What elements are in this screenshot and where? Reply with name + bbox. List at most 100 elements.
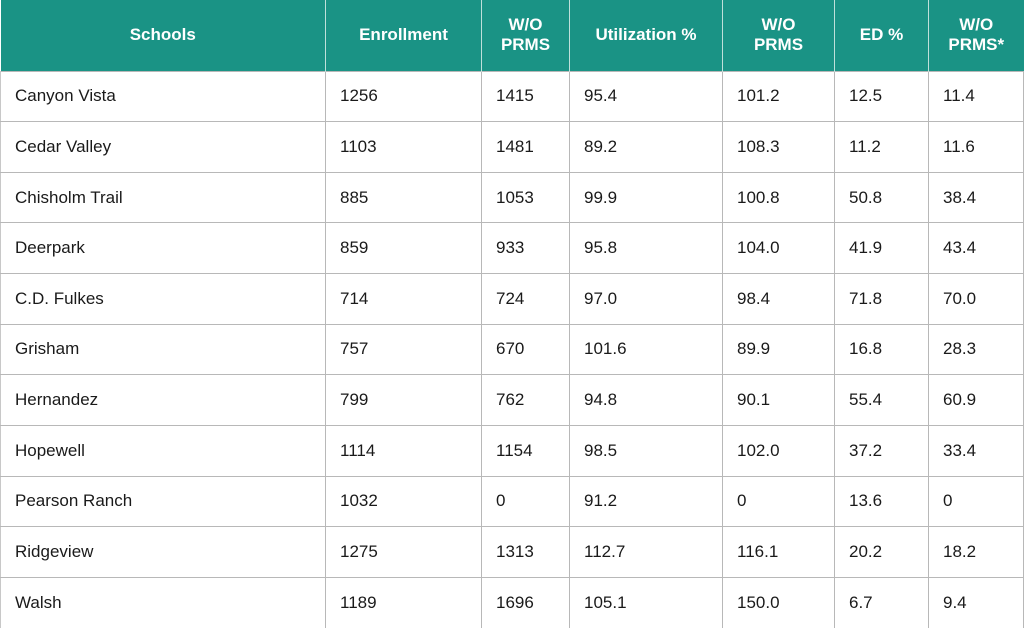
wo-prms-utilization-cell: 89.9	[722, 323, 835, 376]
wo-prms-ed-cell: 28.3	[928, 323, 1024, 376]
enrollment-cell: 714	[325, 273, 482, 325]
ed-cell: 16.8	[834, 323, 929, 376]
enrollment-cell: 799	[325, 374, 482, 426]
wo-prms-utilization-cell: 90.1	[722, 374, 835, 426]
enrollment-cell: 1103	[325, 121, 482, 173]
utilization-cell: 91.2	[569, 475, 723, 528]
school-name-cell: Cedar Valley	[0, 121, 326, 173]
table-row: Pearson Ranch 1032 0 91.2 0 13.6 0	[0, 475, 1024, 528]
school-name-cell: Walsh	[0, 576, 326, 628]
table-row: Canyon Vista 1256 1415 95.4 101.2 12.5 11.4	[0, 70, 1024, 123]
header-text: W/O	[508, 15, 543, 35]
enrollment-cell: 1189	[325, 576, 482, 628]
wo-prms-enrollment-cell: 1154	[481, 424, 570, 477]
school-name-cell: Grisham	[0, 323, 326, 376]
table-row: Ridgeview 1275 1313 112.7 116.1 20.2 18.2	[0, 526, 1024, 578]
utilization-cell: 99.9	[569, 171, 723, 224]
enrollment-cell: 1114	[325, 424, 482, 477]
table-row: Grisham 757 670 101.6 89.9 16.8 28.3	[0, 323, 1024, 376]
wo-prms-enrollment-cell: 762	[481, 374, 570, 426]
utilization-header: Utilization %	[569, 0, 723, 71]
wo-prms-utilization-cell: 98.4	[722, 273, 835, 325]
wo-prms-utilization-cell: 100.8	[722, 171, 835, 224]
wo-prms-enrollment-cell: 1313	[481, 526, 570, 578]
school-name-cell: Ridgeview	[0, 526, 326, 578]
school-name-cell: Canyon Vista	[0, 70, 326, 123]
wo-prms-enrollment-cell: 0	[481, 475, 570, 528]
utilization-cell: 98.5	[569, 424, 723, 477]
table-row: Hernandez 799 762 94.8 90.1 55.4 60.9	[0, 374, 1024, 426]
wo-prms-ed-cell: 43.4	[928, 222, 1024, 274]
enrollment-cell: 859	[325, 222, 482, 274]
wo-prms-ed-cell: 60.9	[928, 374, 1024, 426]
table-row: Deerpark 859 933 95.8 104.0 41.9 43.4	[0, 222, 1024, 274]
wo-prms-utilization-cell: 104.0	[722, 222, 835, 274]
wo-prms-ed-cell: 11.6	[928, 121, 1024, 173]
wo-prms-enrollment-cell: 724	[481, 273, 570, 325]
header-text: PRMS	[753, 35, 804, 55]
wo-prms-utilization-header: W/O PRMS	[722, 0, 835, 71]
school-name-cell: C.D. Fulkes	[0, 273, 326, 325]
school-name-cell: Hopewell	[0, 424, 326, 477]
ed-cell: 55.4	[834, 374, 929, 426]
schools-header: Schools	[0, 0, 326, 71]
header-text: Utilization %	[595, 25, 697, 45]
table-row: Cedar Valley 1103 1481 89.2 108.3 11.2 11.6	[0, 121, 1024, 173]
ed-cell: 71.8	[834, 273, 929, 325]
wo-prms-ed-cell: 18.2	[928, 526, 1024, 578]
utilization-cell: 101.6	[569, 323, 723, 376]
utilization-cell: 89.2	[569, 121, 723, 173]
header-text: PRMS	[500, 35, 551, 55]
ed-cell: 50.8	[834, 171, 929, 224]
table-body: Canyon Vista 1256 1415 95.4 101.2 12.5 11.4 Ced…	[0, 70, 1024, 628]
wo-prms-utilization-cell: 150.0	[722, 576, 835, 628]
ed-cell: 12.5	[834, 70, 929, 123]
wo-prms-ed-cell: 33.4	[928, 424, 1024, 477]
wo-prms-enrollment-cell: 1053	[481, 171, 570, 224]
table-row: C.D. Fulkes 714 724 97.0 98.4 71.8 70.0	[0, 273, 1024, 325]
ed-cell: 41.9	[834, 222, 929, 274]
utilization-cell: 97.0	[569, 273, 723, 325]
wo-prms-enrollment-cell: 933	[481, 222, 570, 274]
wo-prms-utilization-cell: 108.3	[722, 121, 835, 173]
utilization-cell: 95.4	[569, 70, 723, 123]
wo-prms-enrollment-cell: 1696	[481, 576, 570, 628]
wo-prms-ed-cell: 70.0	[928, 273, 1024, 325]
enrollment-cell: 1275	[325, 526, 482, 578]
utilization-cell: 95.8	[569, 222, 723, 274]
header-text: W/O	[959, 15, 994, 35]
header-text: PRMS*	[948, 35, 1005, 55]
ed-cell: 20.2	[834, 526, 929, 578]
wo-prms-ed-cell: 9.4	[928, 576, 1024, 628]
header-text: ED %	[859, 25, 904, 45]
header-text: W/O	[761, 15, 796, 35]
wo-prms-ed-cell: 0	[928, 475, 1024, 528]
wo-prms-utilization-cell: 101.2	[722, 70, 835, 123]
school-name-cell: Chisholm Trail	[0, 171, 326, 224]
wo-prms-ed-cell: 11.4	[928, 70, 1024, 123]
school-name-cell: Pearson Ranch	[0, 475, 326, 528]
header-text: Enrollment	[359, 25, 448, 45]
wo-prms-utilization-cell: 0	[722, 475, 835, 528]
enrollment-cell: 885	[325, 171, 482, 224]
header-row: Schools Enrollment W/O PRMS Utilization % W/O…	[0, 0, 1024, 71]
school-name-cell: Deerpark	[0, 222, 326, 274]
ed-cell: 13.6	[834, 475, 929, 528]
enrollment-cell: 757	[325, 323, 482, 376]
wo-prms-utilization-cell: 102.0	[722, 424, 835, 477]
table-row: Walsh 1189 1696 105.1 150.0 6.7 9.4	[0, 576, 1024, 628]
wo-prms-enrollment-cell: 670	[481, 323, 570, 376]
enrollment-cell: 1256	[325, 70, 482, 123]
ed-cell: 37.2	[834, 424, 929, 477]
utilization-cell: 94.8	[569, 374, 723, 426]
school-name-cell: Hernandez	[0, 374, 326, 426]
table-row: Chisholm Trail 885 1053 99.9 100.8 50.8 38.4	[0, 171, 1024, 224]
ed-header: ED %	[834, 0, 929, 71]
ed-cell: 11.2	[834, 121, 929, 173]
utilization-cell: 112.7	[569, 526, 723, 578]
wo-prms-enrollment-header: W/O PRMS	[481, 0, 570, 71]
table-row: Hopewell 1114 1154 98.5 102.0 37.2 33.4	[0, 424, 1024, 477]
wo-prms-enrollment-cell: 1415	[481, 70, 570, 123]
enrollment-header: Enrollment	[325, 0, 482, 71]
